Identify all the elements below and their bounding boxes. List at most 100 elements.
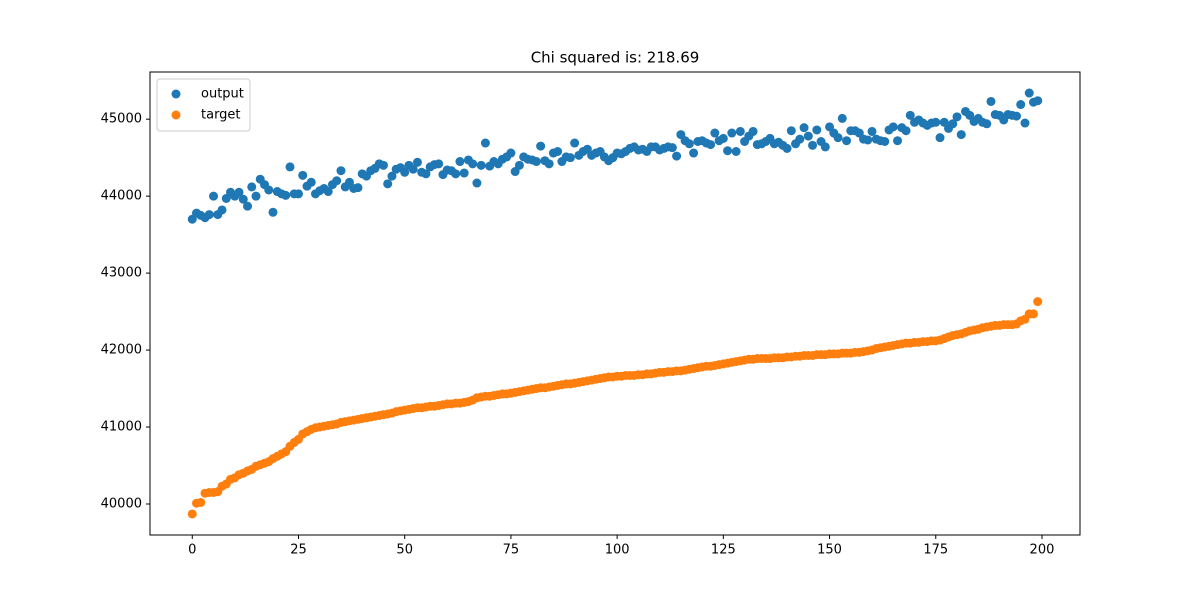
point	[803, 131, 813, 141]
point	[667, 143, 677, 153]
point	[323, 187, 333, 197]
point	[1024, 88, 1034, 98]
point	[412, 157, 422, 167]
x-tick-label: 100	[605, 543, 630, 558]
point	[684, 139, 694, 149]
point	[264, 185, 274, 195]
point	[786, 126, 796, 136]
point	[1020, 118, 1030, 128]
point	[238, 194, 248, 204]
x-tick-label: 25	[290, 543, 307, 558]
legend-marker	[171, 110, 181, 120]
point	[689, 148, 699, 158]
point	[1016, 100, 1026, 110]
point	[820, 142, 830, 152]
point	[888, 122, 898, 132]
point	[383, 179, 393, 189]
point	[935, 133, 945, 143]
point	[799, 123, 809, 133]
point	[565, 153, 575, 163]
point	[948, 119, 958, 129]
legend-marker	[171, 89, 181, 99]
point	[268, 207, 278, 217]
x-tick-label: 175	[923, 543, 948, 558]
y-tick-label: 44000	[101, 189, 142, 204]
point	[842, 136, 852, 146]
point	[455, 157, 465, 167]
plot-area	[149, 71, 1081, 536]
point	[706, 140, 716, 150]
point	[931, 117, 941, 127]
point	[672, 151, 682, 161]
point	[1033, 96, 1043, 106]
point	[306, 177, 316, 187]
point	[833, 133, 843, 143]
point	[718, 133, 728, 143]
x-tick-label: 50	[396, 543, 413, 558]
point	[723, 146, 733, 156]
point	[867, 126, 877, 136]
point	[378, 160, 388, 170]
y-tick-label: 40000	[101, 496, 142, 511]
point	[285, 162, 295, 172]
point	[234, 187, 244, 197]
point	[901, 126, 911, 136]
point	[196, 497, 206, 507]
point	[514, 160, 524, 170]
point	[782, 143, 792, 153]
point	[1011, 111, 1021, 121]
x-tick-label: 0	[188, 543, 196, 558]
point	[387, 171, 397, 181]
point	[353, 183, 363, 193]
point	[905, 110, 915, 120]
point	[209, 191, 219, 201]
point	[243, 201, 253, 211]
point	[298, 170, 308, 180]
point	[727, 128, 737, 138]
point	[468, 159, 478, 169]
point	[421, 169, 431, 179]
point	[544, 159, 554, 169]
point	[251, 191, 261, 201]
point	[451, 169, 461, 179]
point	[748, 126, 758, 136]
point	[982, 119, 992, 129]
x-tick-label: 75	[503, 543, 520, 558]
point	[480, 138, 490, 148]
point	[808, 140, 818, 150]
x-tick-label: 200	[1030, 543, 1055, 558]
point	[710, 128, 720, 138]
point	[863, 135, 873, 145]
point	[336, 166, 346, 176]
y-tick-label: 43000	[101, 266, 142, 281]
point	[472, 178, 482, 188]
point	[434, 159, 444, 169]
point	[187, 509, 197, 519]
point	[553, 147, 563, 157]
point	[893, 136, 903, 146]
point	[400, 167, 410, 177]
point	[476, 160, 486, 170]
point	[880, 136, 890, 146]
point	[795, 134, 805, 144]
point	[204, 210, 214, 220]
y-tick-label: 41000	[101, 420, 142, 435]
point	[217, 205, 227, 215]
legend-box	[156, 78, 251, 132]
point	[956, 130, 966, 140]
point	[837, 113, 847, 123]
point	[952, 112, 962, 122]
chart-title: Chi squared is: 218.69	[531, 49, 700, 67]
point	[531, 157, 541, 167]
point	[570, 138, 580, 148]
point	[408, 164, 418, 174]
point	[812, 125, 822, 135]
point	[506, 148, 516, 158]
x-tick-label: 125	[711, 543, 736, 558]
point	[536, 141, 546, 151]
legend-label: target	[201, 108, 241, 123]
legend-label: output	[201, 87, 244, 102]
point	[1028, 309, 1038, 319]
y-tick-label: 45000	[101, 112, 142, 127]
